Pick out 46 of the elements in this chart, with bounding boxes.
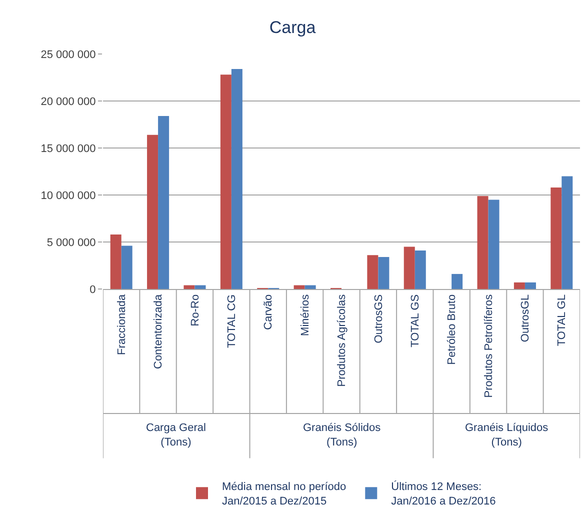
y-tick-label: 15 000 000 [40,142,96,155]
y-tick-label: 20 000 000 [40,96,96,108]
bar [147,134,158,289]
x-tick-label: Produtos Agrícolas [336,294,348,387]
x-tick-label: Contentorizada [152,294,165,370]
bar [514,282,525,289]
x-tick-label: TOTAL CG [226,294,238,348]
y-tick-label: 5 000 000 [46,236,96,249]
text: Granéis Líquidos (Tons) [465,422,549,448]
text: Granéis Sólidos (Tons) [303,422,382,448]
x-tick-label: Minérios [299,294,312,336]
x-tick-label: TOTAL GL [556,294,568,346]
bar [231,69,242,289]
y-tick-label: 25 000 000 [40,48,96,61]
bar [488,200,500,289]
bar [550,187,562,289]
text: Carga Geral (Tons) [146,422,206,448]
x-tick-label: Produtos Petrolíferos [482,294,495,398]
y-tick-label: 10 000 000 [40,190,96,202]
bar [562,176,573,289]
x-tick-label: Fraccionada [116,294,128,355]
x-tick-label: OutrosGL [520,294,532,342]
x-tick-label: OutrosGS [372,294,385,344]
legend-label: Últimos 12 Meses: Jan/2016 a Dez/2016 [391,480,496,508]
bar [304,285,316,289]
bar [452,274,463,289]
bar [414,250,426,289]
bar [367,255,378,289]
x-tick-label: Ro-Ro [189,294,202,326]
bar [378,257,390,289]
bar [294,285,305,289]
bar [194,285,206,289]
bar [477,196,488,289]
x-tick-label: Petróleo Bruto [446,294,458,365]
bar [220,74,232,289]
bar [524,282,536,289]
y-tick-label: 0 [90,284,96,296]
chart-title: Carga [269,18,316,38]
bar [184,285,195,289]
bar [158,116,170,289]
x-tick-label: TOTAL GS [409,294,422,348]
bar [110,234,122,289]
legend-label: Média mensal no período Jan/2015 a Dez/2015 [222,481,346,508]
bar [404,246,415,289]
bar [121,246,132,289]
x-tick-label: Carvão [262,294,275,330]
